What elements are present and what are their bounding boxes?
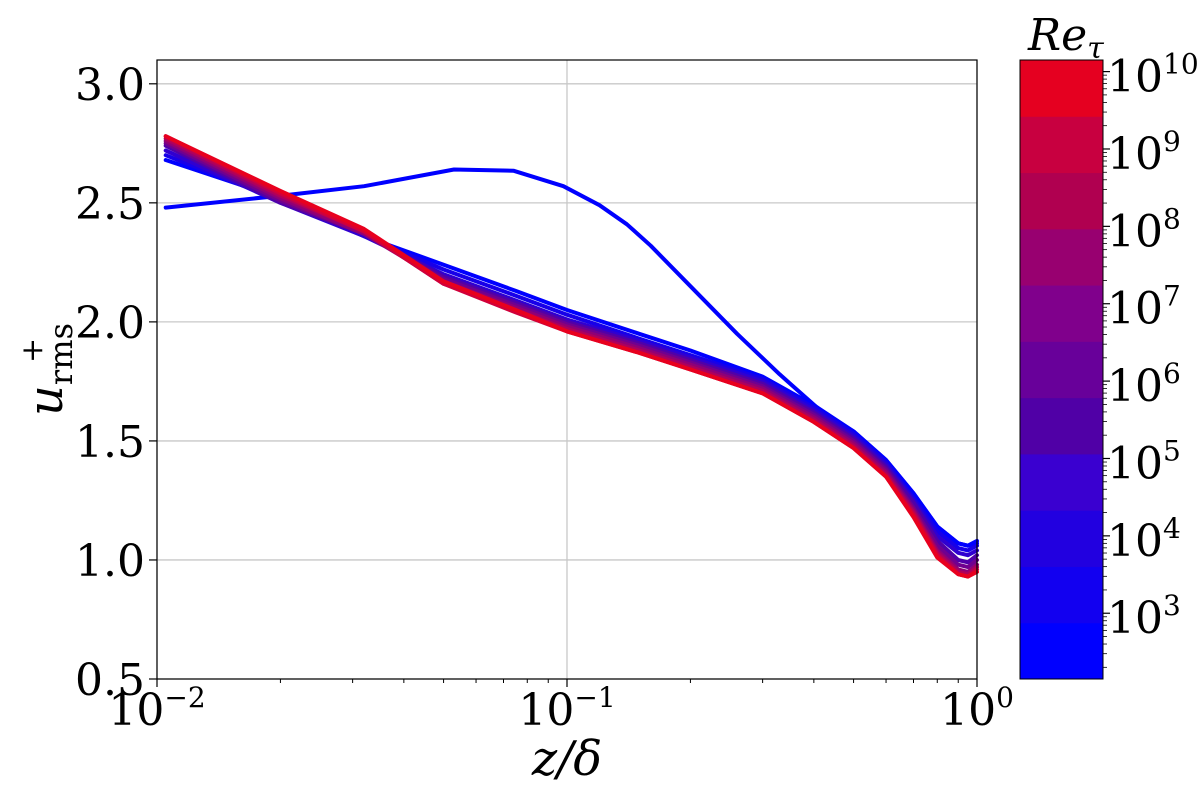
colorbar-segment [1020, 228, 1103, 286]
colorbar-segment [1020, 622, 1103, 680]
colorbar-segment [1020, 172, 1103, 230]
series-line-4 [163, 148, 979, 558]
x-tick-label: 100 [940, 681, 1014, 736]
series-line-5 [163, 143, 979, 565]
series-line-1 [163, 167, 979, 548]
series-group [163, 134, 979, 579]
colorbar-title: Reτ [1027, 10, 1104, 66]
colorbar-segment [1020, 397, 1103, 455]
colorbar-segment [1020, 510, 1103, 567]
colorbar-segment [1020, 566, 1103, 624]
y-axis-ticks: 0.5 1.0 1.5 2.0 2.5 3.0 [75, 60, 157, 706]
x-axis-label: z/δ [531, 731, 602, 787]
colorbar-tick-label: 106 [1107, 357, 1181, 412]
colorbar-segment [1020, 341, 1103, 399]
y-tick-label: 1.5 [75, 417, 145, 468]
y-tick-label: 1.0 [75, 536, 145, 587]
colorbar-tick-label: 1010 [1107, 48, 1199, 103]
y-axis-label-text: urms+ [15, 323, 80, 416]
colorbar-frame [1019, 59, 1104, 680]
grid [156, 60, 978, 680]
colorbar-tick-label: 104 [1107, 512, 1181, 567]
colorbar-segment [1020, 116, 1103, 174]
colorbar-tick-label: 107 [1107, 280, 1181, 335]
colorbar-tick-label: 108 [1107, 202, 1181, 257]
x-axis-ticks: 10−2 10−1 100 [108, 679, 1014, 736]
y-tick-label: 3.0 [75, 60, 145, 111]
y-tick-label: 2.5 [75, 179, 145, 230]
series-line-3 [163, 153, 979, 553]
x-tick-label: 10−1 [518, 681, 615, 736]
colorbar-segment [1020, 453, 1103, 511]
series-line-2 [163, 158, 979, 548]
colorbar-tick-label: 109 [1107, 125, 1181, 180]
colorbar-tick-label: 105 [1107, 434, 1181, 489]
colorbar-tick-label: 103 [1107, 589, 1181, 644]
y-axis-label: urms+ [15, 323, 80, 416]
colorbar-segment [1020, 60, 1103, 117]
y-tick-label: 2.0 [75, 298, 145, 349]
y-tick-label: 0.5 [75, 655, 145, 706]
colorbar-segment [1020, 285, 1103, 342]
x-axis-label-text: z/δ [531, 731, 602, 787]
x-tick-label: 10−2 [108, 681, 205, 736]
series-line-10 [163, 134, 979, 579]
